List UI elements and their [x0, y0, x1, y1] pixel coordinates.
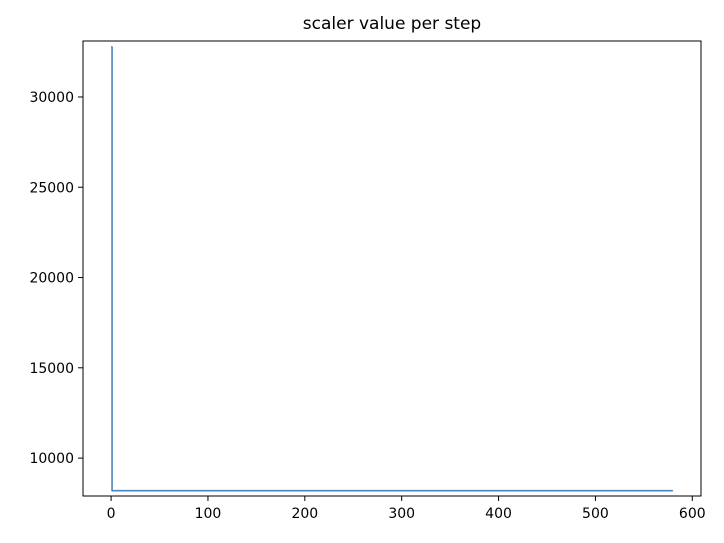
y-tick-label: 15000: [29, 361, 74, 377]
x-tick-label: 600: [679, 506, 706, 522]
x-tick-label: 0: [107, 506, 116, 522]
x-tick-label: 200: [291, 506, 318, 522]
x-tick-label: 100: [195, 506, 222, 522]
x-tick-label: 500: [582, 506, 609, 522]
y-tick-label: 20000: [29, 271, 74, 287]
y-tick-label: 30000: [29, 90, 74, 106]
ticks-layer: 0 100 200 300 400 500 600 10000 15000 20000 25000 3…: [29, 90, 705, 522]
chart-title: scaler value per step: [303, 14, 481, 34]
series-layer: [111, 46, 673, 492]
y-tick-label: 25000: [29, 180, 74, 196]
series-line-0: [111, 46, 673, 492]
plot-frame: [82, 40, 702, 497]
x-tick-label: 400: [485, 506, 512, 522]
x-tick-label: 300: [388, 506, 415, 522]
y-tick-label: 10000: [29, 451, 74, 467]
